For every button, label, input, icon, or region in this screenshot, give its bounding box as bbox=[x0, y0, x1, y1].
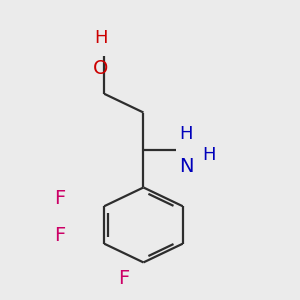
Text: F: F bbox=[118, 269, 130, 288]
Text: O: O bbox=[93, 59, 109, 78]
Text: N: N bbox=[179, 157, 193, 176]
Text: H: H bbox=[94, 29, 108, 47]
Text: F: F bbox=[54, 189, 65, 208]
Text: H: H bbox=[202, 146, 216, 164]
Text: H: H bbox=[179, 125, 193, 143]
Text: F: F bbox=[54, 226, 65, 245]
